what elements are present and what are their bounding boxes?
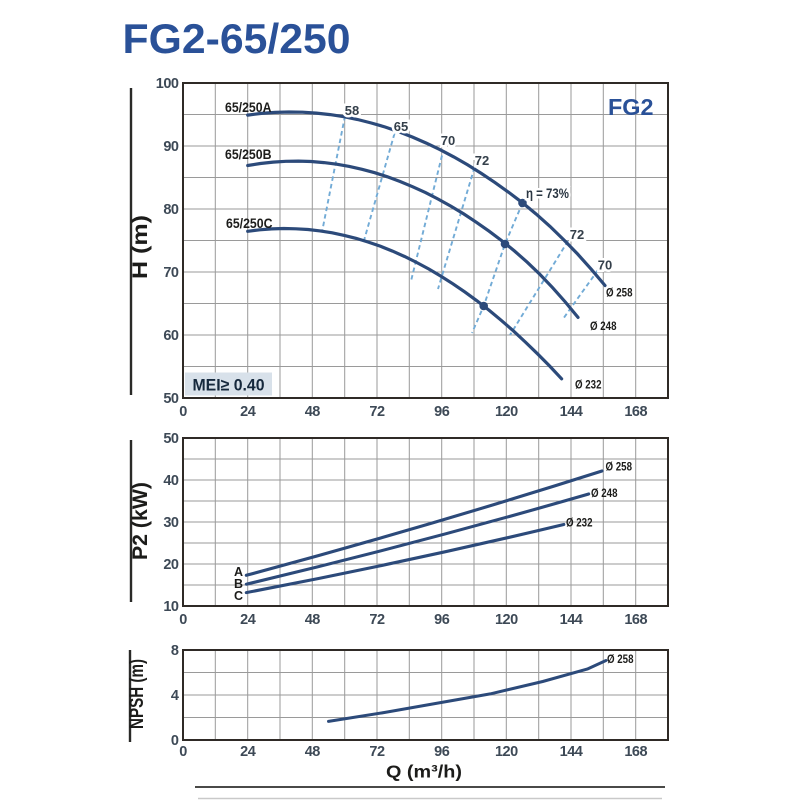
svg-text:96: 96 xyxy=(434,744,450,760)
svg-text:168: 168 xyxy=(624,744,647,760)
svg-text:MEI≥ 0.40: MEI≥ 0.40 xyxy=(193,376,265,395)
svg-text:120: 120 xyxy=(495,404,518,420)
svg-text:Ø 258: Ø 258 xyxy=(607,652,634,666)
svg-text:H (m): H (m) xyxy=(129,215,152,279)
svg-text:70: 70 xyxy=(441,133,455,148)
svg-text:40: 40 xyxy=(163,473,179,489)
svg-text:Ø 232: Ø 232 xyxy=(566,516,593,530)
svg-text:65/250B: 65/250B xyxy=(225,146,272,162)
svg-text:50: 50 xyxy=(163,391,179,407)
svg-text:120: 120 xyxy=(495,612,518,628)
svg-text:144: 144 xyxy=(560,404,583,420)
svg-text:Ø 258: Ø 258 xyxy=(606,286,633,300)
svg-text:C: C xyxy=(234,589,243,603)
svg-text:24: 24 xyxy=(240,404,256,420)
svg-text:65/250A: 65/250A xyxy=(225,99,272,115)
svg-text:65/250C: 65/250C xyxy=(226,215,273,231)
svg-text:Ø 248: Ø 248 xyxy=(590,319,617,333)
svg-text:120: 120 xyxy=(495,744,518,760)
svg-text:Ø 248: Ø 248 xyxy=(591,486,618,500)
svg-text:A: A xyxy=(234,565,243,579)
svg-text:168: 168 xyxy=(624,404,647,420)
svg-text:96: 96 xyxy=(434,612,450,628)
svg-text:90: 90 xyxy=(163,139,179,155)
svg-text:30: 30 xyxy=(163,515,179,531)
svg-text:24: 24 xyxy=(240,612,256,628)
svg-text:72: 72 xyxy=(369,744,385,760)
svg-text:Q (m³/h): Q (m³/h) xyxy=(386,762,462,782)
svg-text:48: 48 xyxy=(305,744,321,760)
svg-text:58: 58 xyxy=(345,103,359,118)
svg-text:50: 50 xyxy=(163,431,179,447)
svg-text:72: 72 xyxy=(369,612,385,628)
svg-text:0: 0 xyxy=(179,744,187,760)
svg-text:Ø 232: Ø 232 xyxy=(575,378,602,392)
svg-text:72: 72 xyxy=(475,153,489,168)
svg-text:72: 72 xyxy=(570,227,584,242)
svg-text:96: 96 xyxy=(434,404,450,420)
svg-text:η = 73%: η = 73% xyxy=(526,186,569,201)
svg-text:72: 72 xyxy=(369,404,385,420)
svg-text:20: 20 xyxy=(163,557,179,573)
svg-text:144: 144 xyxy=(560,612,583,628)
svg-text:100: 100 xyxy=(156,76,179,92)
svg-text:70: 70 xyxy=(163,265,179,281)
svg-text:8: 8 xyxy=(171,643,179,659)
svg-text:0: 0 xyxy=(179,404,187,420)
svg-text:80: 80 xyxy=(163,202,179,218)
svg-text:48: 48 xyxy=(305,404,321,420)
svg-text:168: 168 xyxy=(624,612,647,628)
svg-text:0: 0 xyxy=(171,733,179,749)
svg-text:48: 48 xyxy=(305,612,321,628)
svg-text:Ø 258: Ø 258 xyxy=(606,460,633,474)
svg-text:70: 70 xyxy=(598,258,612,273)
svg-text:P2 (kW): P2 (kW) xyxy=(129,482,152,560)
svg-text:4: 4 xyxy=(171,688,179,704)
svg-text:FG2: FG2 xyxy=(608,94,654,120)
svg-text:NPSH (m): NPSH (m) xyxy=(127,659,148,729)
svg-text:0: 0 xyxy=(179,612,187,628)
svg-text:65: 65 xyxy=(394,119,408,134)
svg-text:FG2-65/250: FG2-65/250 xyxy=(123,15,351,62)
svg-text:24: 24 xyxy=(240,744,256,760)
svg-text:60: 60 xyxy=(163,328,179,344)
svg-text:B: B xyxy=(234,577,243,591)
svg-text:10: 10 xyxy=(163,599,179,615)
svg-text:144: 144 xyxy=(560,744,583,760)
